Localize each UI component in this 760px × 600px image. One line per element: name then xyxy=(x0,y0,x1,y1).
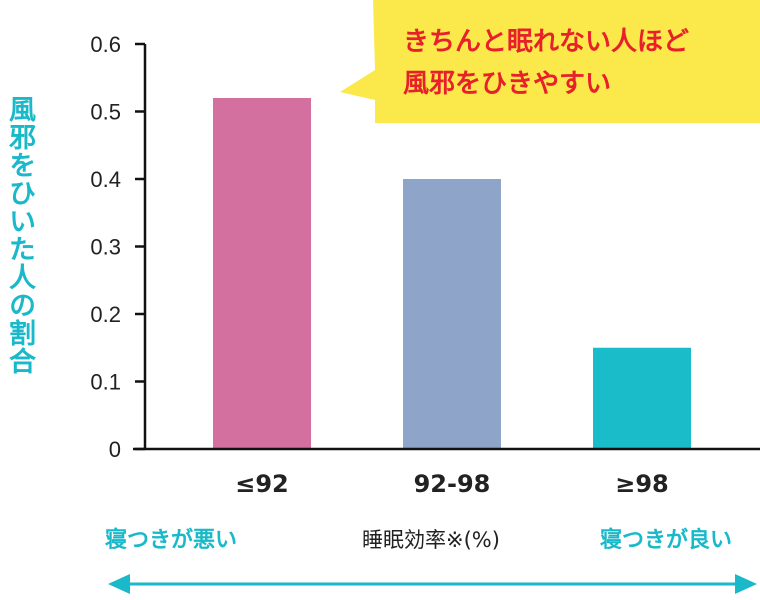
y-tick-label: 0.4 xyxy=(90,167,121,192)
callout-line-1: きちんと眠れない人ほど xyxy=(403,27,689,57)
y-tick-label: 0.6 xyxy=(90,32,121,57)
category-label-1: 92-98 xyxy=(414,470,491,498)
callout-line-2: 風邪をひきやすい xyxy=(403,69,611,99)
callout: きちんと眠れない人ほど 風邪をひきやすい xyxy=(340,0,760,123)
x-axis-label: 睡眠効率※(%) xyxy=(362,528,500,552)
y-tick-label: 0.5 xyxy=(90,100,121,125)
good-sleep-onset-label: 寝つきが良い xyxy=(600,527,732,553)
bar-2 xyxy=(593,347,691,449)
category-labels: ≤92 92-98 ≥98 xyxy=(235,470,669,498)
bar-1 xyxy=(403,179,501,449)
y-tick-label: 0.2 xyxy=(90,302,121,327)
y-tick-label: 0.1 xyxy=(90,370,121,395)
category-label-0: ≤92 xyxy=(235,470,289,498)
callout-bubble xyxy=(340,0,760,123)
category-label-2: ≥98 xyxy=(615,470,669,498)
y-tick-label: 0 xyxy=(109,437,121,462)
y-axis-label: 風邪をひいた人の割合 xyxy=(4,95,35,375)
bars xyxy=(213,98,691,449)
double-arrow-icon xyxy=(108,574,757,594)
poor-sleep-onset-label: 寝つきが悪い xyxy=(105,527,237,553)
y-tick-label: 0.3 xyxy=(90,235,121,260)
y-axis-ticks: 0 0.1 0.2 0.3 0.4 0.5 0.6 xyxy=(90,32,145,462)
bar-0 xyxy=(213,98,311,449)
